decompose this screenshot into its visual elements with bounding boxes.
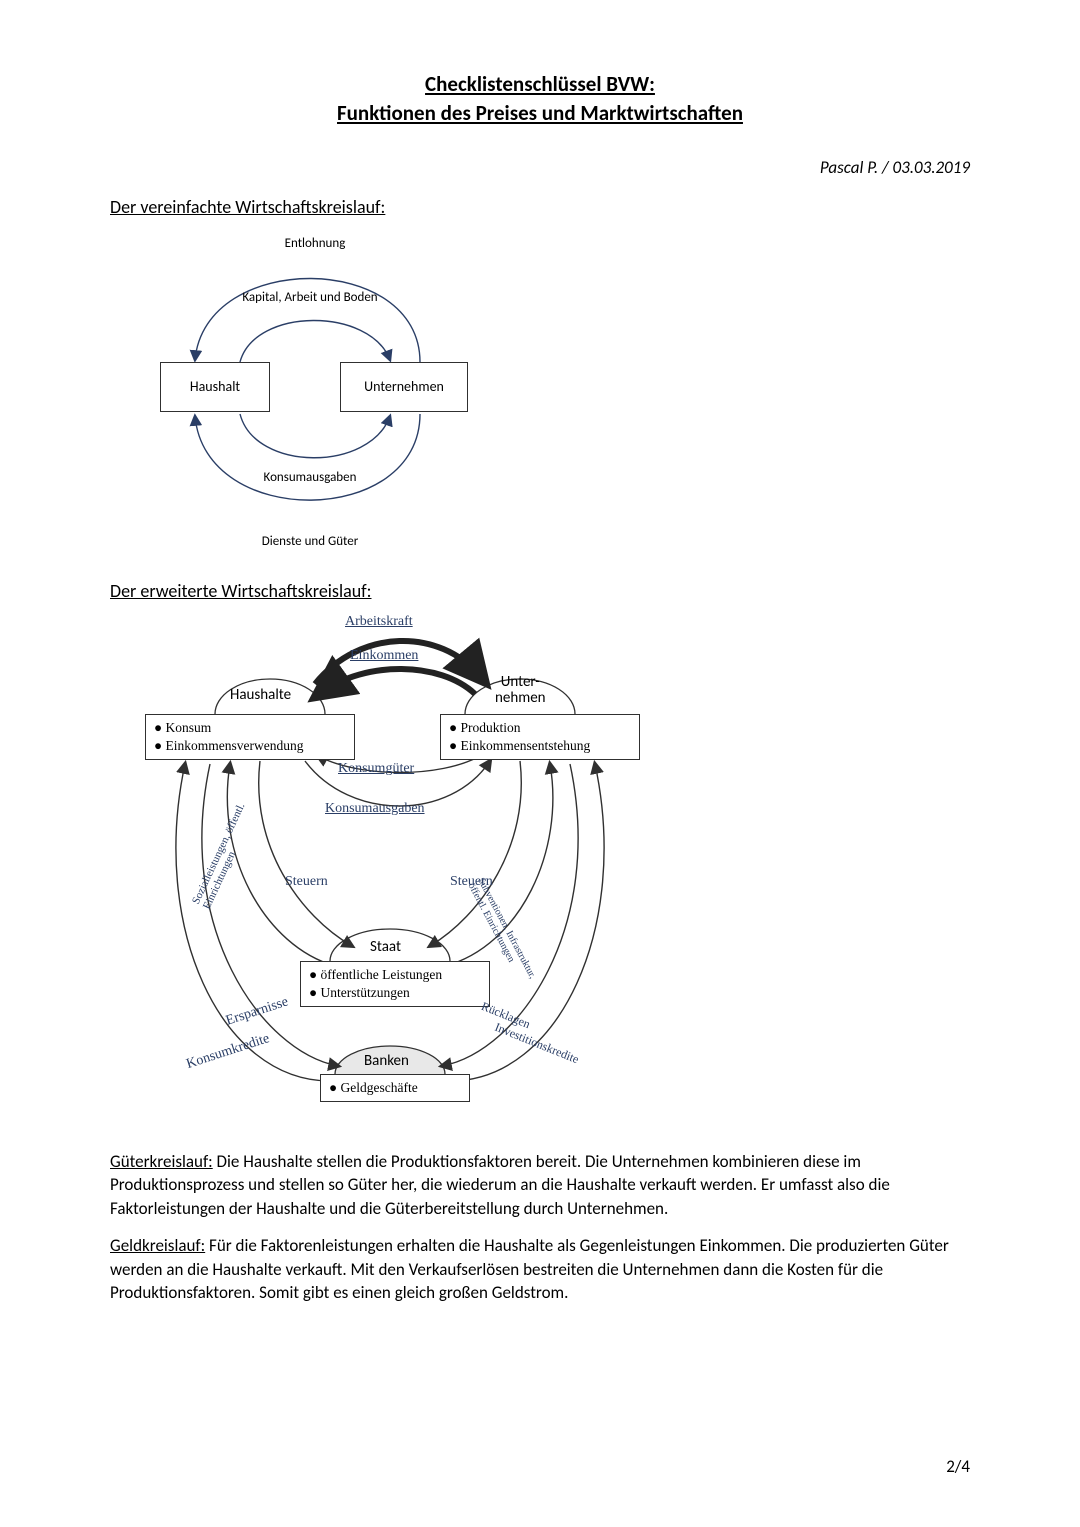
hand-konsumgueter: Konsumgüter [338, 761, 414, 777]
p1-body: Die Haushalte stellen die Produktionsfak… [110, 1151, 890, 1219]
node-haushalt-label: Haushalt [190, 378, 240, 395]
hand-arbeitskraft: Arbeitskraft [345, 614, 413, 630]
node-staat: Staat [370, 938, 401, 956]
title-line2: Funktionen des Preises und Marktwirtscha… [337, 100, 743, 126]
page: Checklistenschlüssel BVW: Funktionen des… [0, 0, 1080, 1527]
node-unternehmen: Unternehmen [340, 362, 468, 412]
hand-einkommen: Einkommen [350, 648, 418, 664]
hand-konsumausgaben: Konsumausgaben [325, 801, 425, 817]
title-line1: Checklistenschlüssel BVW: [425, 71, 655, 97]
paragraph-geldkreislauf: Geldkreislauf: Für die Faktorenleistunge… [110, 1234, 970, 1304]
hand-steuern-left: Steuern [285, 874, 328, 890]
node-unternehmen-label: Unternehmen [364, 378, 444, 395]
bullets-unternehmen: ● Produktion ● Einkommensentstehung [440, 714, 640, 760]
byline: Pascal P. / 03.03.2019 [110, 157, 970, 178]
doc-title: Checklistenschlüssel BVW: Funktionen des… [110, 70, 970, 129]
section2-heading: Der erweiterte Wirtschaftskreislauf: [110, 580, 970, 602]
bullets-haushalte: ● Konsum ● Einkommensverwendung [145, 714, 355, 760]
paragraph-gueterkreislauf: Güterkreislauf: Die Haushalte stellen di… [110, 1150, 970, 1220]
bullets-staat: ● öffentliche Leistungen ● Unterstützung… [300, 961, 490, 1007]
node-unternehmen2: Unter- nehmen [495, 674, 546, 707]
node-haushalt: Haushalt [160, 362, 270, 412]
label-entlohnung: Entlohnung [225, 236, 405, 251]
node-banken: Banken [364, 1052, 409, 1070]
p2-body: Für die Faktorenleistungen erhalten die … [110, 1235, 949, 1303]
label-konsumausgaben: Konsumausgaben [220, 470, 400, 485]
p2-lead: Geldkreislauf: [110, 1235, 205, 1256]
diagram-extended-cycle: Haushalte Unter- nehmen Staat Banken ● K… [120, 606, 650, 1136]
bullets-banken: ● Geldgeschäfte [320, 1074, 470, 1102]
node-haushalte: Haushalte [230, 686, 291, 704]
p1-lead: Güterkreislauf: [110, 1151, 213, 1172]
section1-heading: Der vereinfachte Wirtschaftskreislauf: [110, 196, 970, 218]
label-kapital: Kapital, Arbeit und Boden [220, 290, 400, 305]
page-number: 2/4 [946, 1456, 970, 1477]
label-dienste: Dienste und Güter [220, 534, 400, 549]
diagram-simplified-cycle: Haushalt Unternehmen Entlohnung Kapital,… [120, 222, 610, 562]
